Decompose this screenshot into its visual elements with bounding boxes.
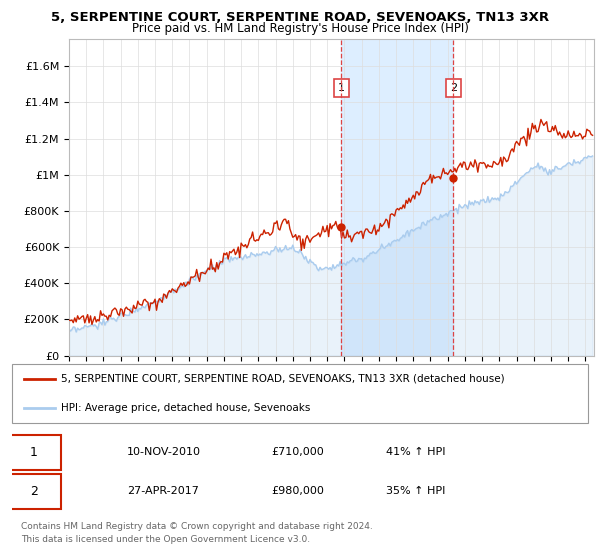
FancyBboxPatch shape (6, 474, 61, 509)
Text: This data is licensed under the Open Government Licence v3.0.: This data is licensed under the Open Gov… (21, 535, 310, 544)
Text: 35% ↑ HPI: 35% ↑ HPI (386, 487, 446, 496)
FancyBboxPatch shape (12, 364, 588, 423)
Text: 27-APR-2017: 27-APR-2017 (127, 487, 199, 496)
Text: 41% ↑ HPI: 41% ↑ HPI (386, 447, 446, 457)
Text: HPI: Average price, detached house, Sevenoaks: HPI: Average price, detached house, Seve… (61, 403, 310, 413)
Bar (341, 39, 454, 356)
Text: Contains HM Land Registry data © Crown copyright and database right 2024.: Contains HM Land Registry data © Crown c… (21, 522, 373, 531)
Text: Price paid vs. HM Land Registry's House Price Index (HPI): Price paid vs. HM Land Registry's House … (131, 22, 469, 35)
Text: 2: 2 (30, 485, 38, 498)
Text: 5, SERPENTINE COURT, SERPENTINE ROAD, SEVENOAKS, TN13 3XR: 5, SERPENTINE COURT, SERPENTINE ROAD, SE… (51, 11, 549, 24)
Text: 2: 2 (450, 83, 457, 93)
Text: 1: 1 (30, 446, 38, 459)
Text: £710,000: £710,000 (271, 447, 324, 457)
Text: 1: 1 (338, 83, 345, 93)
Text: 10-NOV-2010: 10-NOV-2010 (127, 447, 201, 457)
Text: £980,000: £980,000 (271, 487, 324, 496)
FancyBboxPatch shape (6, 435, 61, 470)
Text: 5, SERPENTINE COURT, SERPENTINE ROAD, SEVENOAKS, TN13 3XR (detached house): 5, SERPENTINE COURT, SERPENTINE ROAD, SE… (61, 374, 505, 384)
